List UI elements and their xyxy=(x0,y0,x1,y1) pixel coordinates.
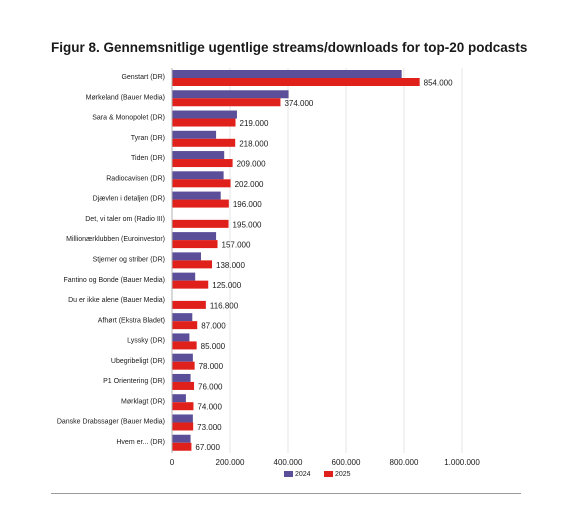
data-label: 87.000 xyxy=(201,322,226,331)
bar-2024 xyxy=(172,434,191,443)
bar-2025 xyxy=(172,300,206,309)
data-label: 195.000 xyxy=(233,220,262,229)
bar-2025 xyxy=(172,240,218,249)
bar-2025 xyxy=(172,98,281,107)
x-tick-label: 1.000.000 xyxy=(444,458,480,467)
data-label: 125.000 xyxy=(212,281,241,290)
bar-2025 xyxy=(172,402,194,411)
bar-2024 xyxy=(172,353,193,362)
category-label: Hvem er... (DR) xyxy=(116,439,165,446)
data-label: 219.000 xyxy=(240,119,269,128)
data-label: 67.000 xyxy=(195,443,220,452)
category-label: Tiden (DR) xyxy=(131,155,165,162)
data-label: 76.000 xyxy=(198,382,223,391)
category-label: Det, vi taler om (Radio III) xyxy=(85,216,165,223)
bar-2025 xyxy=(172,260,213,269)
bar-2025 xyxy=(172,442,192,451)
category-label: P1 Orientering (DR) xyxy=(103,378,165,385)
bar-2024 xyxy=(172,252,201,261)
bar-2024 xyxy=(172,414,193,423)
bar-2024 xyxy=(172,151,225,160)
category-label: Fantino og Bonde (Bauer Media) xyxy=(63,277,165,284)
category-label: Radiocavisen (DR) xyxy=(106,175,165,182)
bar-2025 xyxy=(172,341,197,350)
bar-2025 xyxy=(172,381,195,390)
bar-2024 xyxy=(172,313,193,322)
bar-2024 xyxy=(172,90,289,99)
legend-label: 2025 xyxy=(335,471,351,478)
data-label: 374.000 xyxy=(284,99,313,108)
bar-2025 xyxy=(172,179,231,188)
bar-2024 xyxy=(172,191,221,200)
bar-2024 xyxy=(172,373,191,382)
bar-2024 xyxy=(172,110,237,119)
bar-2025 xyxy=(172,422,194,431)
data-label: 218.000 xyxy=(239,139,268,148)
bar-2024 xyxy=(172,232,217,241)
x-tick-label: 0 xyxy=(170,458,175,467)
bar-2024 xyxy=(172,70,402,78)
category-label: Danske Drabssager (Bauer Media) xyxy=(57,419,165,426)
data-label: 202.000 xyxy=(235,180,264,189)
category-label: Stjerner og striber (DR) xyxy=(93,257,165,264)
data-label: 74.000 xyxy=(197,403,222,412)
legend-swatch xyxy=(324,471,333,477)
data-label: 73.000 xyxy=(197,423,222,432)
x-tick-label: 600.000 xyxy=(332,458,361,467)
category-label: Genstart (DR) xyxy=(121,74,165,81)
bar-2024 xyxy=(172,333,190,342)
data-label: 138.000 xyxy=(216,261,245,270)
bar-2025 xyxy=(172,280,209,289)
x-tick-label: 200.000 xyxy=(216,458,245,467)
legend-swatch xyxy=(284,471,293,477)
category-label: Tyran (DR) xyxy=(131,135,165,142)
data-label: 116.800 xyxy=(210,301,239,310)
bar-2025 xyxy=(172,138,236,147)
x-tick-label: 800.000 xyxy=(390,458,419,467)
category-label: Millionærklubben (Euroinvestor) xyxy=(66,236,165,243)
figure-title: Figur 8. Gennemsnitlige ugentlige stream… xyxy=(51,40,528,55)
bar-2025 xyxy=(172,219,229,228)
x-tick-label: 400.000 xyxy=(274,458,303,467)
bar-2025 xyxy=(172,159,233,168)
bar-2024 xyxy=(172,272,196,281)
bar-2025 xyxy=(172,321,198,330)
category-label: Afhørt (Ekstra Bladet) xyxy=(98,317,165,324)
data-label: 854.000 xyxy=(424,79,453,88)
data-label: 78.000 xyxy=(199,362,224,371)
bar-2025 xyxy=(172,361,195,370)
data-label: 209.000 xyxy=(237,160,266,169)
category-label: Djævlen i detaljen (DR) xyxy=(93,196,165,203)
category-label: Mørkeland (Bauer Media) xyxy=(86,94,165,101)
category-label: Sara & Monopolet (DR) xyxy=(92,115,165,122)
category-label: Du er ikke alene (Bauer Media) xyxy=(68,297,165,304)
bar-2024 xyxy=(172,394,186,403)
data-label: 196.000 xyxy=(233,200,262,209)
data-label: 85.000 xyxy=(201,342,226,351)
category-label: Ubegribeligt (DR) xyxy=(111,358,165,365)
legend-label: 2024 xyxy=(295,471,311,478)
bar-2024 xyxy=(172,130,217,139)
bar-2025 xyxy=(172,118,236,127)
data-label: 157.000 xyxy=(222,241,251,250)
bar-2024 xyxy=(172,171,224,180)
bar-2025 xyxy=(172,199,229,208)
bar-2025 xyxy=(172,78,420,86)
category-label: Lyssky (DR) xyxy=(127,338,165,345)
category-label: Mørklagt (DR) xyxy=(121,398,165,405)
bottom-divider xyxy=(51,493,521,494)
